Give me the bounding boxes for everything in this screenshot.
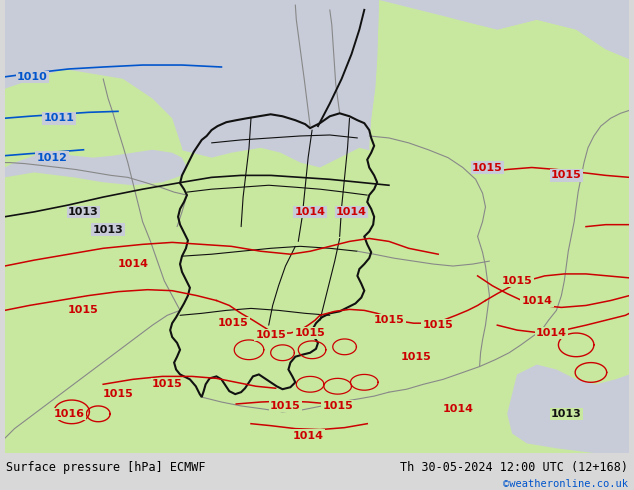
Text: 1014: 1014 xyxy=(521,295,552,306)
Text: ©weatheronline.co.uk: ©weatheronline.co.uk xyxy=(503,480,628,490)
Text: 1013: 1013 xyxy=(551,409,581,419)
Text: 1015: 1015 xyxy=(322,401,353,411)
Polygon shape xyxy=(4,69,192,453)
Text: 1015: 1015 xyxy=(373,315,404,325)
Text: 1015: 1015 xyxy=(472,163,503,172)
Text: 1015: 1015 xyxy=(551,171,581,180)
Polygon shape xyxy=(507,365,630,453)
Polygon shape xyxy=(197,345,630,453)
Text: 1014: 1014 xyxy=(536,328,567,338)
Text: 1010: 1010 xyxy=(17,72,48,82)
Text: 1012: 1012 xyxy=(37,153,67,163)
Text: Th 30-05-2024 12:00 UTC (12+168): Th 30-05-2024 12:00 UTC (12+168) xyxy=(399,461,628,474)
Text: 1013: 1013 xyxy=(93,224,124,235)
Text: 1014: 1014 xyxy=(336,207,367,217)
Polygon shape xyxy=(349,0,630,453)
Text: 1015: 1015 xyxy=(152,379,183,389)
Text: 1015: 1015 xyxy=(501,276,533,286)
Polygon shape xyxy=(4,0,231,89)
Text: 1011: 1011 xyxy=(43,113,74,123)
Text: 1015: 1015 xyxy=(68,305,99,316)
Polygon shape xyxy=(271,0,379,138)
Polygon shape xyxy=(4,150,187,185)
Text: 1015: 1015 xyxy=(256,330,286,340)
Text: 1015: 1015 xyxy=(423,320,453,330)
Text: 1015: 1015 xyxy=(218,318,249,328)
Text: 1015: 1015 xyxy=(270,401,301,411)
Text: 1015: 1015 xyxy=(401,352,432,362)
Text: 1016: 1016 xyxy=(53,409,84,419)
Text: 1015: 1015 xyxy=(295,328,325,338)
Polygon shape xyxy=(418,0,630,59)
Text: Surface pressure [hPa] ECMWF: Surface pressure [hPa] ECMWF xyxy=(6,461,206,474)
Text: 1015: 1015 xyxy=(103,389,133,399)
Polygon shape xyxy=(4,98,630,453)
Text: 1014: 1014 xyxy=(293,431,323,441)
Text: 1014: 1014 xyxy=(117,259,148,269)
Text: 1013: 1013 xyxy=(68,207,99,217)
Text: 1014: 1014 xyxy=(295,207,326,217)
Text: 1014: 1014 xyxy=(443,404,474,414)
